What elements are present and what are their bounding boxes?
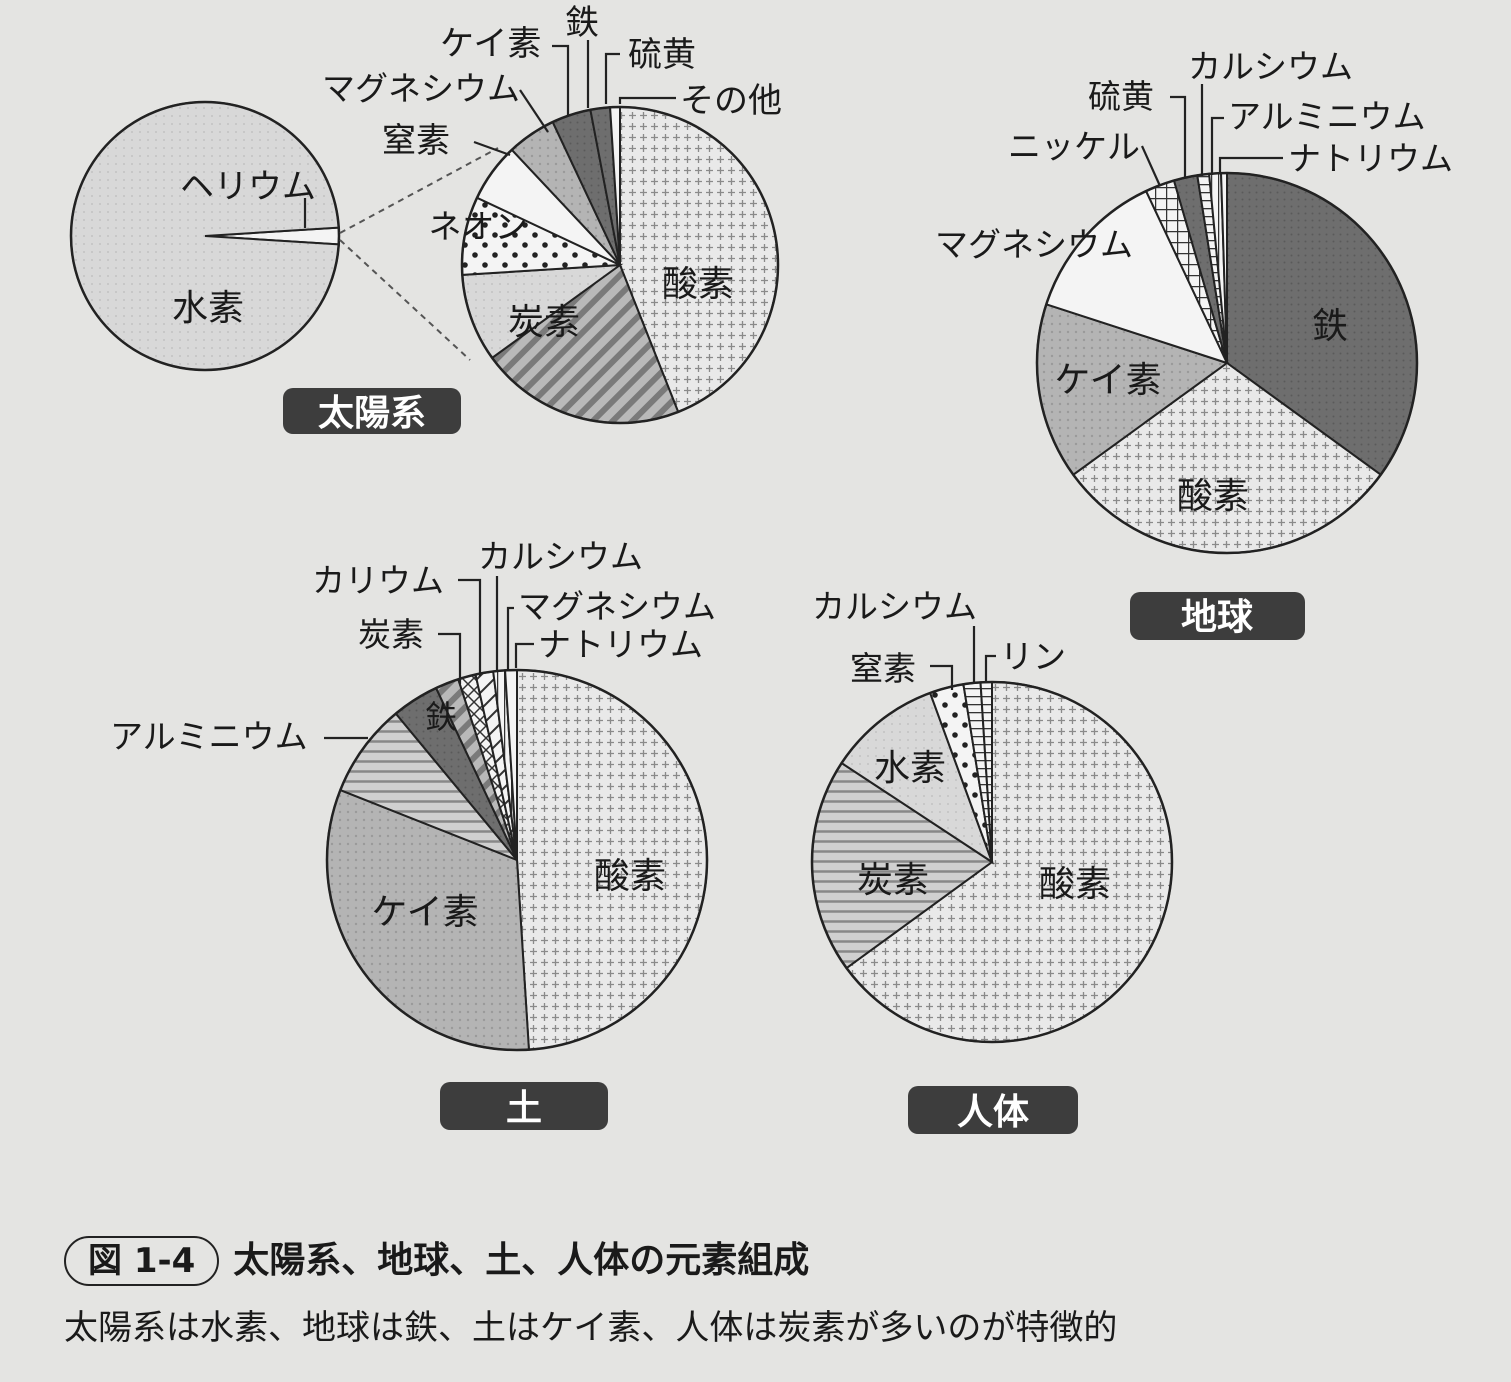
soil-carbon-leader (438, 632, 462, 684)
solar-sulfur-leader (604, 52, 620, 104)
human-oxygen-label: 酸素 (1039, 864, 1111, 905)
earth-calcium-label: カルシウム (1188, 47, 1353, 86)
solar-silicon-label: ケイ素 (440, 24, 541, 64)
soil-carbon-label: 炭素 (358, 615, 424, 654)
human-nitrogen-label: 窒素 (850, 649, 916, 688)
pie-solar-main (69, 100, 341, 372)
earth-title: 地球 (1181, 597, 1254, 638)
earth-sodium-leader (1218, 156, 1283, 174)
solar-main-outline (69, 100, 341, 372)
human-phosphorus-label: リン (1000, 637, 1066, 676)
title-plate-soil: 土 (440, 1082, 608, 1130)
soil-silicon-label: ケイ素 (371, 892, 478, 933)
title-plate-earth: 地球 (1130, 592, 1305, 640)
pie-soil (325, 668, 709, 1052)
solar-carbon-label: 炭素 (508, 302, 580, 343)
solar-magnesium-leader (519, 89, 549, 133)
pie-human (810, 680, 1174, 1044)
earth-oxygen-label: 酸素 (1177, 476, 1249, 517)
earth-sulfur-label: 硫黄 (1088, 77, 1154, 116)
solar-other-label: その他 (680, 81, 782, 121)
solar-magnesium-label: マグネシウム (322, 69, 520, 108)
figure-caption: 図 1-4 太陽系、地球、土、人体の元素組成 (64, 1236, 809, 1286)
solar-silicon-leader (552, 44, 570, 115)
human-hydrogen-label: 水素 (874, 748, 946, 789)
earth-iron-label: 鉄 (1312, 306, 1348, 347)
human-outline (810, 680, 1174, 1044)
solar-detail-outline (460, 105, 780, 425)
human-calcium-label: カルシウム (812, 587, 977, 626)
soil-magnesium-label: マグネシウム (518, 587, 716, 626)
earth-sodium-label: ナトリウム (1288, 139, 1453, 178)
human-phosphorus-leader (984, 654, 996, 682)
soil-iron-label: 鉄 (425, 698, 457, 736)
figure-subtitle: 太陽系は水素、地球は鉄、土はケイ素、人体は炭素が多いのが特徴的 (64, 1308, 1118, 1348)
soil-sodium-leader (514, 642, 534, 668)
zoom-leader-top (339, 147, 499, 234)
soil-aluminum-label: アルミニウム (110, 717, 308, 756)
zoom-leader-bottom (339, 239, 471, 361)
solar-nitrogen-label: 窒素 (382, 121, 450, 161)
soil-potassium-label: カリウム (312, 561, 444, 600)
solar-title: 太陽系 (318, 393, 426, 434)
title-plate-human: 人体 (908, 1086, 1078, 1134)
solar-sulfur-label: 硫黄 (628, 35, 696, 75)
soil-outline (325, 668, 709, 1052)
outside-labels: ヘリウム 窒素 マグネシウム ケイ素 鉄 硫黄 その他 マグネシウム ニッケル … (110, 3, 1453, 756)
earth-aluminum-label: アルミニウム (1228, 97, 1426, 136)
figure-number: 図 1-4 (64, 1236, 220, 1286)
figure-title: 太陽系、地球、土、人体の元素組成 (233, 1240, 810, 1281)
soil-magnesium-leader (506, 606, 514, 670)
solar-nitrogen-leader (473, 140, 511, 157)
human-nitrogen-leader (930, 664, 954, 690)
inside-labels: 水素 酸素 炭素 ネオン 鉄 酸素 ケイ素 酸素 ケイ素 鉄 酸素 炭素 水素 (172, 207, 1348, 933)
solar-helium-label: ヘリウム (180, 167, 316, 207)
solar-other-leader (618, 96, 676, 104)
earth-sulfur-leader (1170, 95, 1187, 178)
solar-hydrogen-label: 水素 (172, 288, 244, 329)
earth-nickel-leader (1140, 145, 1162, 187)
earth-aluminum-leader (1210, 116, 1224, 175)
pie-earth (1035, 171, 1419, 555)
soil-oxygen-label: 酸素 (594, 856, 666, 897)
earth-magnesium-label: マグネシウム (935, 225, 1133, 264)
earth-silicon-label: ケイ素 (1054, 360, 1161, 401)
soil-sodium-label: ナトリウム (538, 625, 703, 664)
human-title: 人体 (957, 1092, 1029, 1133)
pie-solar-detail (460, 105, 780, 425)
earth-nickel-label: ニッケル (1008, 127, 1140, 166)
soil-calcium-label: カルシウム (478, 537, 643, 576)
soil-title: 土 (506, 1088, 542, 1129)
solar-oxygen-label: 酸素 (662, 264, 734, 305)
title-plate-solar: 太陽系 (283, 388, 461, 434)
human-carbon-label: 炭素 (857, 860, 929, 901)
solar-iron-label: 鉄 (565, 3, 599, 43)
solar-neon-label: ネオン (429, 207, 528, 246)
soil-potassium-leader (458, 578, 482, 676)
earth-outline (1035, 171, 1419, 555)
